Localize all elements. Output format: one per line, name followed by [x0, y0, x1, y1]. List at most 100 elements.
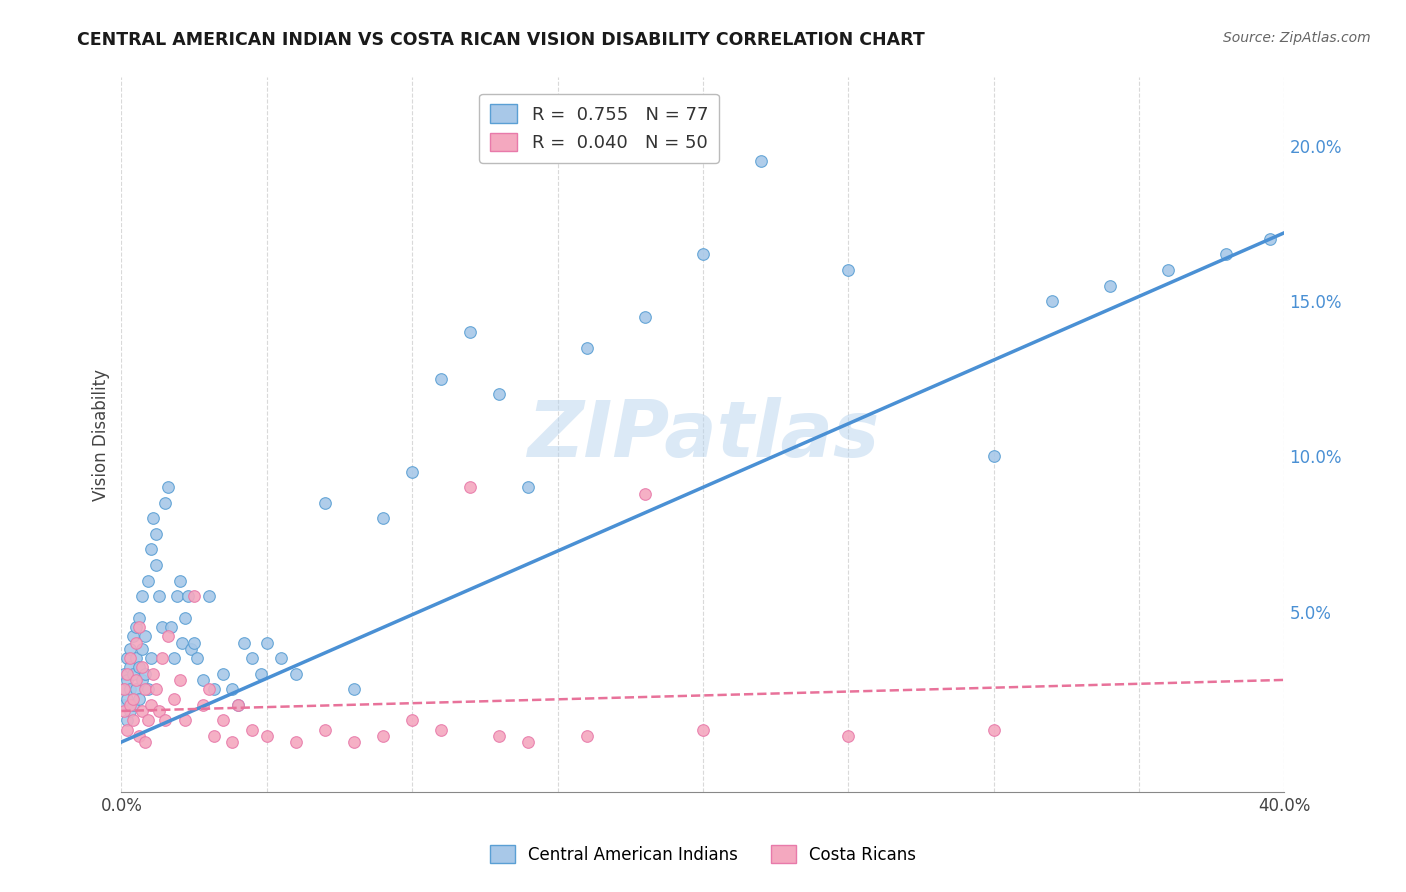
Point — [169, 574, 191, 588]
Point — [125, 635, 148, 649]
Point — [183, 589, 205, 603]
Point — [284, 735, 307, 749]
Point — [575, 341, 598, 355]
Point — [128, 660, 150, 674]
Point — [128, 611, 150, 625]
Point — [692, 247, 714, 261]
Point — [122, 713, 145, 727]
Point — [142, 666, 165, 681]
Point — [156, 480, 179, 494]
Point — [120, 698, 142, 712]
Point — [117, 673, 139, 687]
Point — [226, 698, 249, 712]
Point — [837, 263, 859, 277]
Point — [117, 666, 139, 681]
Point — [430, 723, 453, 737]
Point — [163, 691, 186, 706]
Point — [371, 729, 394, 743]
Point — [134, 629, 156, 643]
Point — [153, 496, 176, 510]
Point — [145, 527, 167, 541]
Point — [517, 480, 540, 494]
Point — [284, 666, 307, 681]
Point — [343, 682, 366, 697]
Point — [174, 713, 197, 727]
Point — [191, 673, 214, 687]
Point — [122, 629, 145, 643]
Legend: Central American Indians, Costa Ricans: Central American Indians, Costa Ricans — [482, 838, 924, 871]
Point — [150, 651, 173, 665]
Point — [634, 486, 657, 500]
Point — [401, 465, 423, 479]
Point — [122, 698, 145, 712]
Point — [256, 635, 278, 649]
Point — [166, 589, 188, 603]
Point — [131, 704, 153, 718]
Point — [131, 641, 153, 656]
Point — [120, 682, 142, 697]
Text: CENTRAL AMERICAN INDIAN VS COSTA RICAN VISION DISABILITY CORRELATION CHART: CENTRAL AMERICAN INDIAN VS COSTA RICAN V… — [77, 31, 925, 49]
Y-axis label: Vision Disability: Vision Disability — [93, 368, 110, 500]
Point — [117, 691, 139, 706]
Point — [117, 651, 139, 665]
Point — [131, 660, 153, 674]
Point — [180, 641, 202, 656]
Point — [160, 620, 183, 634]
Point — [156, 629, 179, 643]
Point — [183, 635, 205, 649]
Legend: R =  0.755   N = 77, R =  0.040   N = 50: R = 0.755 N = 77, R = 0.040 N = 50 — [479, 94, 718, 163]
Point — [169, 673, 191, 687]
Point — [430, 372, 453, 386]
Point — [131, 589, 153, 603]
Point — [1215, 247, 1237, 261]
Point — [204, 682, 226, 697]
Point — [163, 651, 186, 665]
Point — [112, 698, 135, 712]
Point — [212, 666, 235, 681]
Point — [197, 589, 219, 603]
Point — [837, 729, 859, 743]
Point — [401, 713, 423, 727]
Point — [270, 651, 292, 665]
Point — [221, 735, 243, 749]
Point — [749, 154, 772, 169]
Point — [250, 666, 273, 681]
Point — [1157, 263, 1180, 277]
Point — [371, 511, 394, 525]
Point — [186, 651, 208, 665]
Point — [232, 635, 254, 649]
Point — [120, 641, 142, 656]
Point — [142, 511, 165, 525]
Point — [460, 325, 482, 339]
Point — [145, 558, 167, 572]
Point — [153, 713, 176, 727]
Point — [460, 480, 482, 494]
Point — [150, 620, 173, 634]
Point — [125, 682, 148, 697]
Point — [117, 723, 139, 737]
Point — [136, 574, 159, 588]
Point — [136, 713, 159, 727]
Point — [136, 682, 159, 697]
Point — [314, 723, 336, 737]
Text: ZIPatlas: ZIPatlas — [527, 397, 879, 473]
Point — [122, 691, 145, 706]
Point — [112, 682, 135, 697]
Point — [128, 691, 150, 706]
Point — [226, 698, 249, 712]
Point — [314, 496, 336, 510]
Point — [139, 651, 162, 665]
Point — [692, 723, 714, 737]
Point — [240, 723, 263, 737]
Point — [125, 620, 148, 634]
Point — [125, 673, 148, 687]
Point — [117, 713, 139, 727]
Point — [172, 635, 194, 649]
Point — [488, 387, 510, 401]
Point — [122, 666, 145, 681]
Point — [1098, 278, 1121, 293]
Point — [120, 660, 142, 674]
Point — [204, 729, 226, 743]
Point — [191, 698, 214, 712]
Text: Source: ZipAtlas.com: Source: ZipAtlas.com — [1223, 31, 1371, 45]
